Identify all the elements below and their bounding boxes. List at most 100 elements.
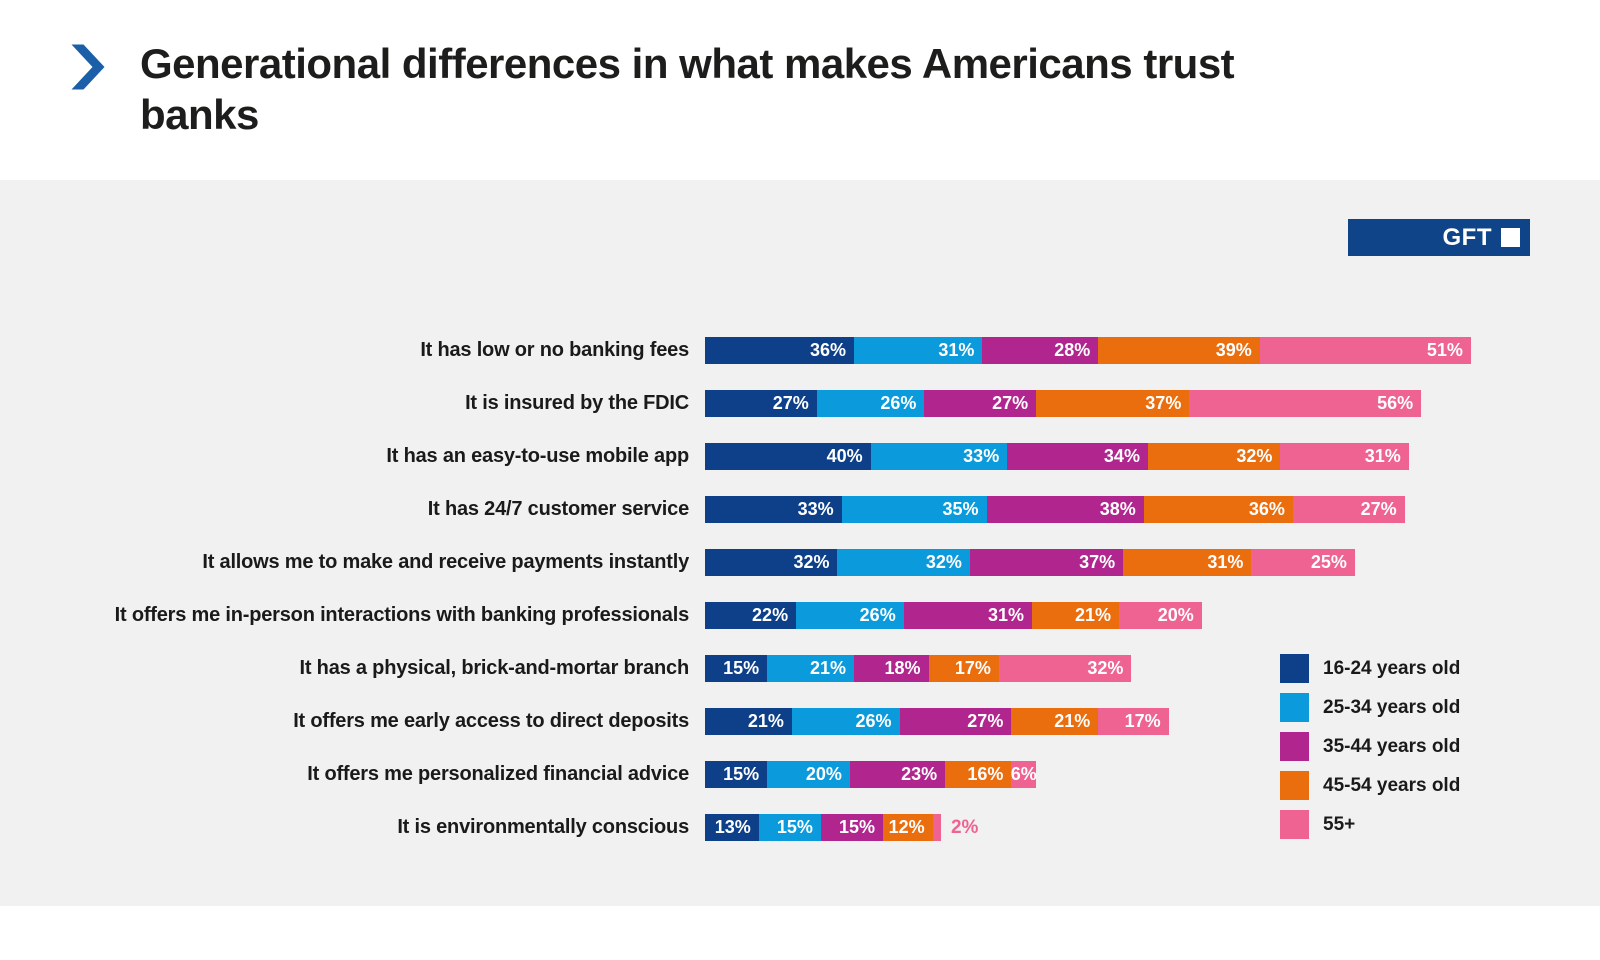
header: Generational differences in what makes A… — [0, 0, 1600, 180]
bar: 22% 26% 31% 21% 20% — [705, 602, 1202, 629]
bar: 15% 21% 18% 17% 32% — [705, 655, 1132, 682]
category-label: It has low or no banking fees — [420, 339, 689, 361]
chart-panel: GFT It has low or no banking fees 36% 31% 2… — [0, 180, 1600, 906]
category-label: It has a physical, brick-and-mortar bran… — [299, 657, 690, 679]
bar-segment: 36% — [1143, 496, 1293, 523]
bar-segment: 15% — [758, 814, 821, 841]
chart-row: It has a physical, brick-and-mortar bran… — [0, 642, 1600, 695]
bar-segment: 27% — [924, 390, 1037, 417]
category-label: It has an easy-to-use mobile app — [386, 445, 689, 467]
legend-item: 16-24 years old — [1280, 654, 1460, 683]
category-label: It is environmentally conscious — [397, 816, 689, 838]
bar-segment: 32% — [837, 549, 970, 576]
category-label: It has 24/7 customer service — [427, 498, 689, 520]
bar: 32% 32% 37% 31% 25% — [705, 549, 1355, 576]
chart-row: It is insured by the FDIC 27% 26% 27% 37% 56% — [0, 377, 1600, 430]
bar-segment: 33% — [705, 496, 842, 523]
bar-segment: 20% — [767, 761, 850, 788]
bar-segment: 37% — [969, 549, 1124, 576]
bar-segment: 31% — [1123, 549, 1252, 576]
legend-label: 55+ — [1323, 813, 1356, 835]
bar-segment: 21% — [1011, 708, 1099, 735]
bar-segment — [932, 814, 941, 841]
bar-segment: 51% — [1259, 337, 1471, 364]
chart-row: It offers me personalized financial advi… — [0, 748, 1600, 801]
bar-segment: 31% — [1280, 443, 1409, 470]
bar-segment: 17% — [928, 655, 999, 682]
legend-swatch-icon — [1280, 810, 1309, 839]
legend-item: 45-54 years old — [1280, 771, 1460, 800]
category-label: It is insured by the FDIC — [465, 392, 689, 414]
legend-label: 16-24 years old — [1323, 657, 1461, 679]
bar-segment: 35% — [841, 496, 987, 523]
bar: 13% 15% 15% 12% 2% — [705, 814, 978, 841]
bar-segment: 22% — [705, 602, 797, 629]
bar-segment: 26% — [796, 602, 904, 629]
bar-segment: 17% — [1098, 708, 1169, 735]
bar: 21% 26% 27% 21% 17% — [705, 708, 1169, 735]
legend-swatch-icon — [1280, 732, 1309, 761]
bar-segment: 32% — [705, 549, 838, 576]
legend-swatch-icon — [1280, 654, 1309, 683]
chart-row: It offers me in-person interactions with… — [0, 589, 1600, 642]
segment-value-outside: 2% — [950, 816, 979, 838]
chevron-icon — [71, 44, 105, 90]
bar-segment: 32% — [1147, 443, 1281, 470]
legend-swatch-icon — [1280, 693, 1309, 722]
bar-segment: 31% — [903, 602, 1033, 629]
bar: 27% 26% 27% 37% 56% — [705, 390, 1422, 417]
chart-row: It is environmentally conscious 13% 15% 15%… — [0, 801, 1600, 854]
legend-item: 35-44 years old — [1280, 732, 1460, 761]
bar-segment: 28% — [982, 337, 1099, 364]
gft-logo-text: GFT — [1442, 223, 1492, 251]
bar-segment: 18% — [854, 655, 929, 682]
legend-label: 25-34 years old — [1323, 696, 1461, 718]
bar-segment: 12% — [883, 814, 933, 841]
legend: 16-24 years old 25-34 years old 35-44 year… — [1280, 654, 1460, 849]
bar: 33% 35% 38% 36% 27% — [705, 496, 1405, 523]
bar-segment: 13% — [705, 814, 759, 841]
legend-item: 25-34 years old — [1280, 693, 1460, 722]
bar-segment: 32% — [998, 655, 1132, 682]
gft-logo-square-icon — [1501, 228, 1520, 247]
bar-segment: 31% — [854, 337, 983, 364]
bar-segment: 15% — [820, 814, 883, 841]
bar-segment: 27% — [899, 708, 1012, 735]
bar-segment: 56% — [1189, 390, 1422, 417]
bar-segment: 20% — [1118, 602, 1202, 629]
bar-segment: 23% — [849, 761, 946, 788]
bar-segment: 36% — [705, 337, 855, 364]
page-title: Generational differences in what makes A… — [140, 40, 1235, 138]
category-label: It offers me personalized financial advi… — [307, 763, 689, 785]
bar-segment: 15% — [705, 655, 768, 682]
bar-segment: 6% — [1011, 761, 1037, 788]
category-label: It offers me early access to direct depo… — [293, 710, 689, 732]
bar-segment: 26% — [816, 390, 925, 417]
bar-segment: 21% — [705, 708, 792, 735]
bar-segment: 25% — [1251, 549, 1355, 576]
legend-label: 35-44 years old — [1323, 735, 1461, 757]
chart-row: It allows me to make and receive payment… — [0, 536, 1600, 589]
bar-segment: 16% — [945, 761, 1012, 788]
gft-logo: GFT — [1348, 219, 1530, 256]
bar: 40% 33% 34% 32% 31% — [705, 443, 1409, 470]
bar-segment: 39% — [1098, 337, 1260, 364]
legend-item: 55+ — [1280, 810, 1460, 839]
chart-row: It has an easy-to-use mobile app 40% 33% 34… — [0, 430, 1600, 483]
bar-segment: 27% — [1292, 496, 1405, 523]
bar-segment: 21% — [1032, 602, 1119, 629]
stacked-bar-chart: It has low or no banking fees 36% 31% 28% 39… — [0, 324, 1600, 854]
chart-row: It has 24/7 customer service 33% 35% 38% 36%… — [0, 483, 1600, 536]
legend-label: 45-54 years old — [1323, 774, 1461, 796]
bar-segment: 38% — [986, 496, 1144, 523]
bar: 36% 31% 28% 39% 51% — [705, 337, 1471, 364]
bar-segment: 34% — [1007, 443, 1148, 470]
bar-segment: 15% — [705, 761, 768, 788]
category-label: It offers me in-person interactions with… — [114, 604, 690, 626]
bar-segment: 40% — [705, 443, 871, 470]
bar-segment: 37% — [1036, 390, 1190, 417]
category-label: It allows me to make and receive payment… — [202, 551, 689, 573]
bar-segment: 26% — [791, 708, 900, 735]
chart-row: It has low or no banking fees 36% 31% 28% 39… — [0, 324, 1600, 377]
